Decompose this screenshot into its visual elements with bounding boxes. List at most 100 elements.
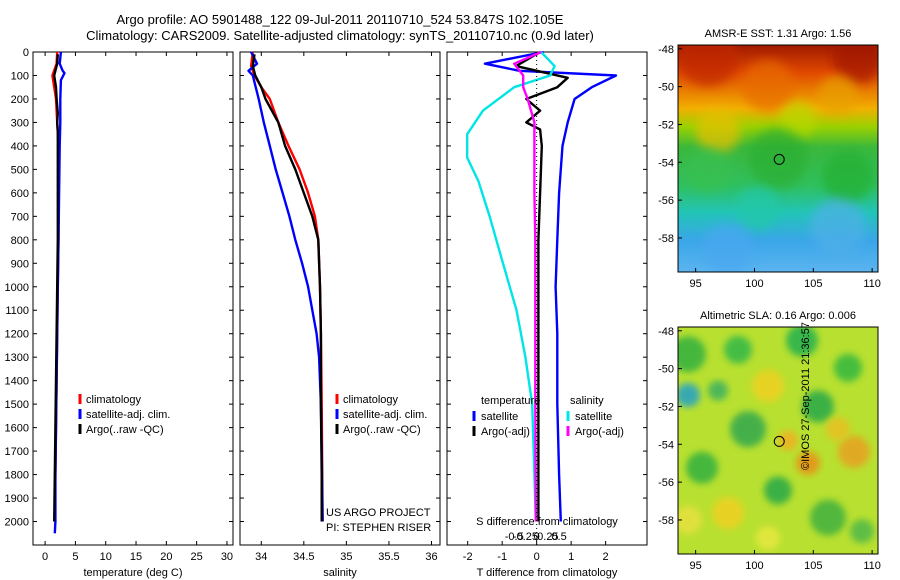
- depth-tick-label: 1100: [5, 305, 29, 317]
- sla-patch: [834, 353, 862, 382]
- salinity-xlabel: salinity: [323, 567, 357, 579]
- depth-tick-label: 1400: [5, 376, 29, 388]
- pi-label: PI: STEPHEN RISER: [326, 522, 431, 534]
- temperature-axes-box: [32, 51, 234, 546]
- depth-tick-label: 1800: [5, 470, 29, 482]
- depth-tick-label: 400: [11, 141, 29, 153]
- depth-tick-label: 800: [11, 235, 29, 247]
- series-line-argo-raw-qc-: [53, 54, 59, 522]
- lat-tick-label: -56: [658, 477, 674, 489]
- copyright-stamp: ©IMOS 27-Sep-2011 21:36:57: [800, 322, 812, 470]
- sst-patch: [818, 74, 858, 115]
- sla-patch: [826, 417, 850, 442]
- sla-patch: [850, 519, 874, 544]
- difference-xlabel: T difference from climatology: [477, 567, 618, 579]
- x-tick-label: 5: [72, 551, 78, 563]
- sst-patch: [742, 59, 794, 112]
- lon-tick-label: 95: [690, 278, 702, 290]
- float-position-marker: [773, 153, 785, 165]
- temperature-panel: 0100200300400500600700800900100011001200…: [5, 47, 234, 579]
- s-tick-label: 0.25: [537, 531, 558, 543]
- depth-tick-label: 500: [11, 164, 29, 176]
- salinity-panel: 34 34.5 35 35.5 36 salinity climatology satelli…: [239, 51, 441, 579]
- lat-tick-label: -50: [658, 82, 674, 94]
- sla-patch: [678, 336, 706, 373]
- lat-tick-label: -54: [658, 157, 674, 169]
- sst-patch: [686, 147, 730, 192]
- x-tick-label: -2: [463, 551, 473, 563]
- sst-patch: [748, 128, 808, 189]
- lat-tick-label: -52: [658, 401, 674, 413]
- x-tick-label: 2: [603, 551, 609, 563]
- depth-tick-label: 1000: [5, 282, 29, 294]
- x-tick-label: 34: [255, 551, 267, 563]
- sla-patch: [678, 383, 700, 408]
- sla-patch: [786, 327, 818, 357]
- sla-patch: [838, 435, 870, 468]
- sla-patch: [796, 451, 820, 476]
- s-tick-label: 0: [534, 531, 540, 543]
- lon-tick-label: 105: [804, 278, 822, 290]
- x-tick-label: 0: [534, 551, 540, 563]
- sla-patch: [756, 526, 780, 551]
- legend-label: satellite-adj. clim.: [343, 409, 427, 421]
- lon-tick-label: 100: [745, 278, 763, 290]
- lat-tick-label: -48: [658, 44, 674, 56]
- sst-patch: [810, 198, 866, 255]
- depth-tick-label: 700: [11, 211, 29, 223]
- x-tick-label: 1: [568, 551, 574, 563]
- salinity-axes-box: [239, 51, 441, 546]
- sla-patch: [810, 499, 846, 536]
- legend-header-salinity: salinity: [570, 395, 604, 407]
- lat-tick-label: -48: [658, 326, 674, 338]
- depth-tick-label: 1900: [5, 493, 29, 505]
- sla_map-axes-box: [677, 326, 879, 555]
- depth-tick-label: 1500: [5, 399, 29, 411]
- x-tick-label: 35: [340, 551, 352, 563]
- legend-label: Argo(..raw -QC): [343, 424, 421, 436]
- sla-patch: [678, 505, 702, 534]
- x-tick-label: 0: [42, 551, 48, 563]
- lat-tick-label: -58: [658, 515, 674, 527]
- sla-patch: [686, 451, 718, 484]
- lat-tick-label: -52: [658, 119, 674, 131]
- sla_map: 95 100 105 110 -48 -50 -52 -54 -56 -58 Altimetric …: [658, 310, 881, 572]
- legend-label: climatology: [343, 394, 399, 406]
- sla-patch: [712, 497, 744, 530]
- sla-patch: [724, 335, 752, 364]
- difference-panel: -2 -1 0 1 2 T difference from climatology -0.5…: [446, 50, 648, 579]
- sla-patch: [802, 390, 834, 423]
- s-tick-label: -0.25: [513, 531, 538, 543]
- legend-label: climatology: [86, 394, 142, 406]
- legend-label: satellite: [575, 411, 612, 423]
- sst_map-title: AMSR-E SST: 1.31 Argo: 1.56: [705, 28, 852, 40]
- depth-tick-label: 200: [11, 94, 29, 106]
- series-line-salinity-satellite: [466, 51, 556, 522]
- depth-tick-label: 1200: [5, 329, 29, 341]
- legend-header-temperature: temperature: [481, 395, 540, 407]
- sst-patch: [833, 45, 878, 84]
- sst-patch: [696, 109, 740, 154]
- series-line-satellite-adj-clim-: [247, 51, 324, 522]
- legend-label: satellite-adj. clim.: [86, 409, 170, 421]
- lat-tick-label: -56: [658, 195, 674, 207]
- series-line-argo-raw-qc-: [251, 54, 323, 522]
- sst-patch: [780, 101, 816, 138]
- sst-patch: [702, 223, 754, 272]
- sst-patch: [822, 150, 874, 203]
- satellite-maps: 95 100 105 110 -48 -50 -52 -54 -56 -58 AMSR-E SST:…: [658, 28, 881, 572]
- series-line-climatology: [249, 51, 324, 522]
- s-tick-label: -0.5: [505, 531, 524, 543]
- depth-tick-label: 100: [11, 70, 29, 82]
- difference-axes-box: [446, 51, 648, 546]
- x-tick-label: 36: [425, 551, 437, 563]
- series-line-temperature-satellite: [483, 50, 618, 522]
- depth-tick-label: 2000: [5, 517, 29, 529]
- project-label: US ARGO PROJECT: [326, 507, 431, 519]
- depth-tick-label: 300: [11, 117, 29, 129]
- depth-tick-label: 900: [11, 258, 29, 270]
- lon-tick-label: 95: [690, 560, 702, 572]
- lat-tick-label: -58: [658, 233, 674, 245]
- x-tick-label: 34.5: [293, 551, 314, 563]
